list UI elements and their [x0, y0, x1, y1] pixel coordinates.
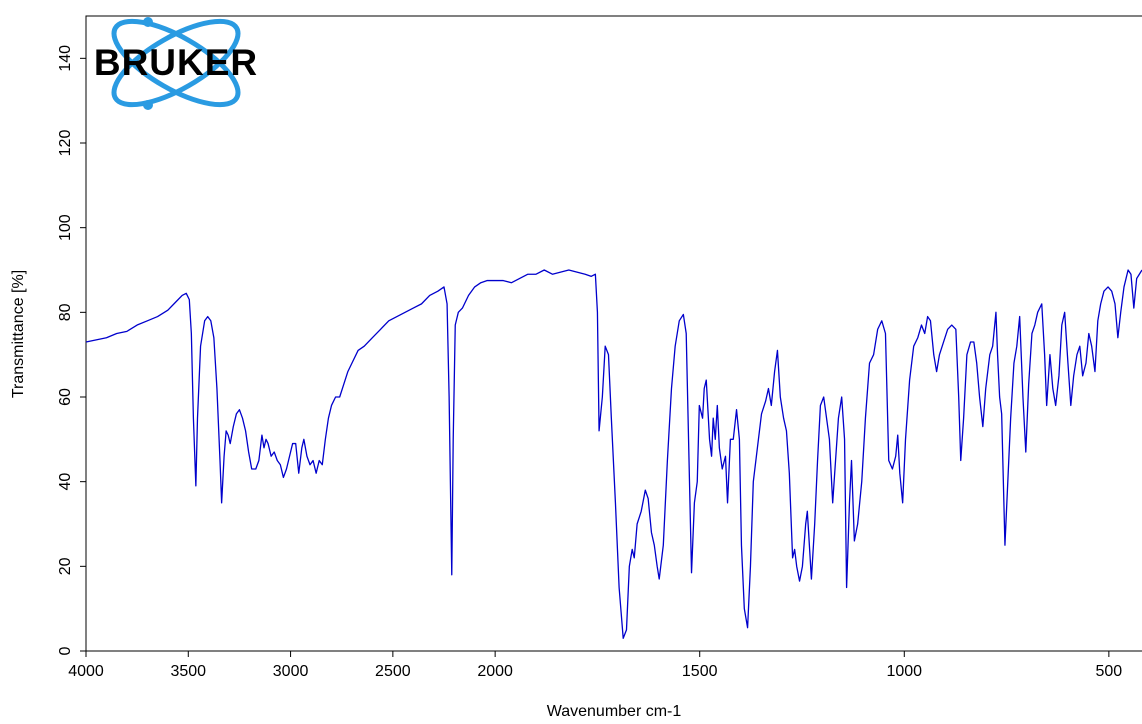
y-tick-label: 20: [57, 557, 74, 575]
y-tick-label: 140: [57, 45, 74, 72]
x-tick-label: 4000: [68, 663, 104, 680]
plot-frame: [85, 15, 1142, 652]
y-axis-label: Transmittance [%]: [10, 270, 27, 398]
x-tick-label: 3000: [273, 663, 309, 680]
logo-dot: [143, 100, 153, 110]
x-tick-label: 3500: [170, 663, 206, 680]
x-tick-label: 1500: [682, 663, 718, 680]
logo-orbit: [111, 18, 241, 108]
y-tick-label: 100: [57, 214, 74, 241]
x-tick-label: 2500: [375, 663, 411, 680]
x-tick-label: 2000: [477, 663, 513, 680]
logo-orbit: [111, 18, 241, 108]
logo: BRUKER: [94, 17, 258, 110]
y-tick-label: 60: [57, 388, 74, 406]
y-tick-label: 40: [57, 473, 74, 491]
logo-dot: [143, 17, 153, 27]
x-axis-label: Wavenumber cm-1: [547, 703, 682, 720]
spectrum-line: [85, 269, 1142, 639]
x-tick-label: 1000: [886, 663, 922, 680]
y-tick-label: 80: [57, 303, 74, 321]
x-tick-label: 500: [1096, 663, 1123, 680]
y-tick-label: 0: [57, 646, 74, 655]
logo-text: BRUKER: [94, 42, 258, 83]
y-tick-label: 120: [57, 130, 74, 157]
